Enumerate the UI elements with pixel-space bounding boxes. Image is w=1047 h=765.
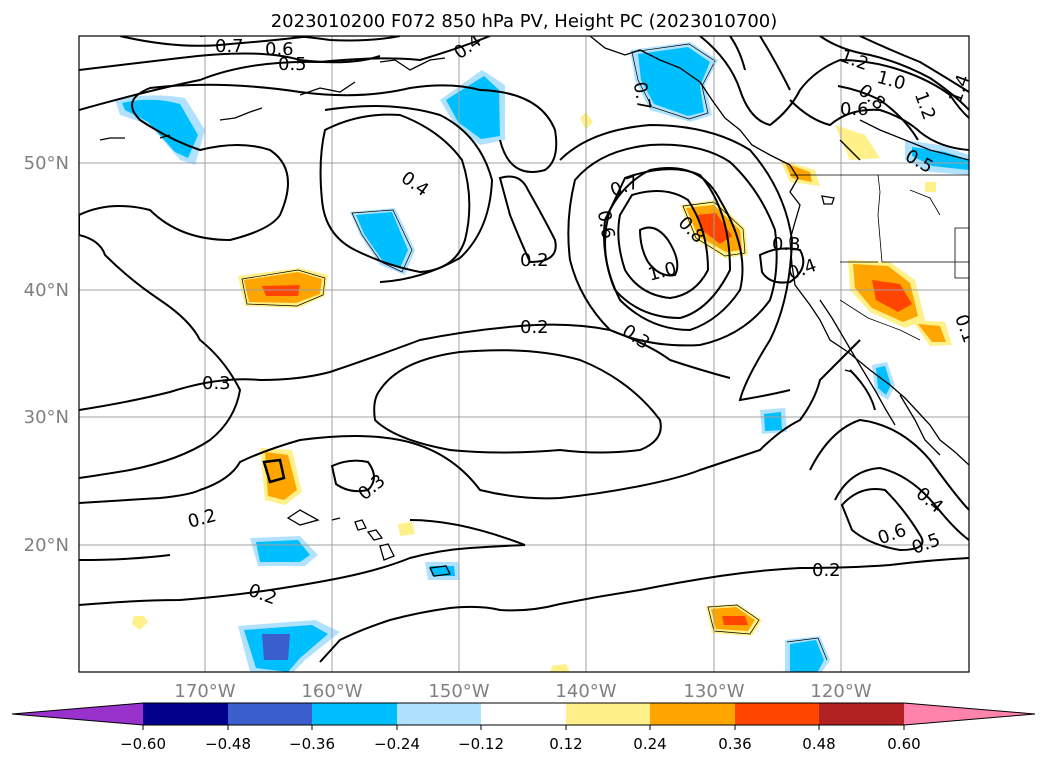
colorbar-swatch <box>143 703 228 725</box>
contour-label: 0.2 <box>520 317 549 338</box>
pv-maximum-outline <box>262 458 286 484</box>
lon-label: 150°W <box>428 681 489 702</box>
height-contours <box>79 36 969 663</box>
contour-label: 0.2 <box>812 560 841 581</box>
colorbar-tick-label: −0.12 <box>458 735 504 753</box>
colorbar-tick-label: −0.60 <box>120 735 166 753</box>
map-background <box>79 36 969 672</box>
contour-label: 0.6 <box>265 39 294 60</box>
colorbar-ticks <box>142 725 905 730</box>
colorbar-tick-label: −0.24 <box>374 735 420 753</box>
colorbar-tick-label: 0.48 <box>802 735 835 753</box>
colorbar-extend-high <box>904 703 1035 725</box>
contour-labels: 0.7 0.6 0.5 0.4 0.4 0.2 0.2 0.3 0.3 0.2 … <box>186 36 969 609</box>
graticule <box>79 36 969 672</box>
lon-label: 140°W <box>555 681 616 702</box>
colorbar-swatch <box>397 703 481 725</box>
colorbar-tick-label: 0.36 <box>718 735 751 753</box>
contour-label: 0.6 <box>593 209 619 241</box>
colorbar-swatch <box>735 703 819 725</box>
colorbar-tick-label: 0.24 <box>633 735 666 753</box>
colorbar: −0.60 −0.48 −0.36 −0.24 −0.12 0.12 0.24 … <box>11 702 1036 753</box>
colorbar-swatch <box>566 703 650 725</box>
lon-label: 160°W <box>301 681 362 702</box>
map-content: 0.7 0.6 0.5 0.4 0.4 0.2 0.2 0.3 0.3 0.2 … <box>79 36 969 672</box>
colorbar-tick-label: −0.48 <box>205 735 251 753</box>
political-borders <box>790 174 969 341</box>
contour-label: 0.5 <box>278 54 307 75</box>
lat-label: 40°N <box>24 280 69 301</box>
contour-label: 0.7 <box>215 36 244 57</box>
colorbar-tick-label: 0.60 <box>887 735 920 753</box>
longitude-labels: 170°W 160°W 150°W 140°W 130°W 120°W <box>174 681 871 702</box>
negative-pv-shading <box>115 42 969 672</box>
colorbar-swatch <box>650 703 735 725</box>
lon-label: 130°W <box>683 681 744 702</box>
colorbar-swatch <box>819 703 904 725</box>
contour-label: 0.6 <box>840 99 869 120</box>
lat-label: 20°N <box>24 535 69 556</box>
map-title: 2023010200 F072 850 hPa PV, Height PC (2… <box>271 11 778 32</box>
lat-label: 30°N <box>24 407 69 428</box>
colorbar-swatch <box>312 703 397 725</box>
coastlines <box>99 36 969 577</box>
contour-label: 0.3 <box>202 373 231 394</box>
contour-label: 0.7 <box>629 80 655 112</box>
colorbar-tick-label: 0.12 <box>549 735 582 753</box>
colorbar-extend-low <box>12 703 143 725</box>
colorbar-swatch <box>228 703 312 725</box>
lon-label: 170°W <box>174 681 235 702</box>
lat-label: 50°N <box>24 153 69 174</box>
latitude-labels: 50°N 40°N 30°N 20°N <box>24 153 69 556</box>
map-frame <box>78 35 970 673</box>
lon-label: 120°W <box>810 681 871 702</box>
contour-label: 0.2 <box>520 250 549 271</box>
colorbar-swatch <box>481 703 566 725</box>
colorbar-tick-label: −0.36 <box>289 735 335 753</box>
contour-label: 0.3 <box>772 234 801 255</box>
